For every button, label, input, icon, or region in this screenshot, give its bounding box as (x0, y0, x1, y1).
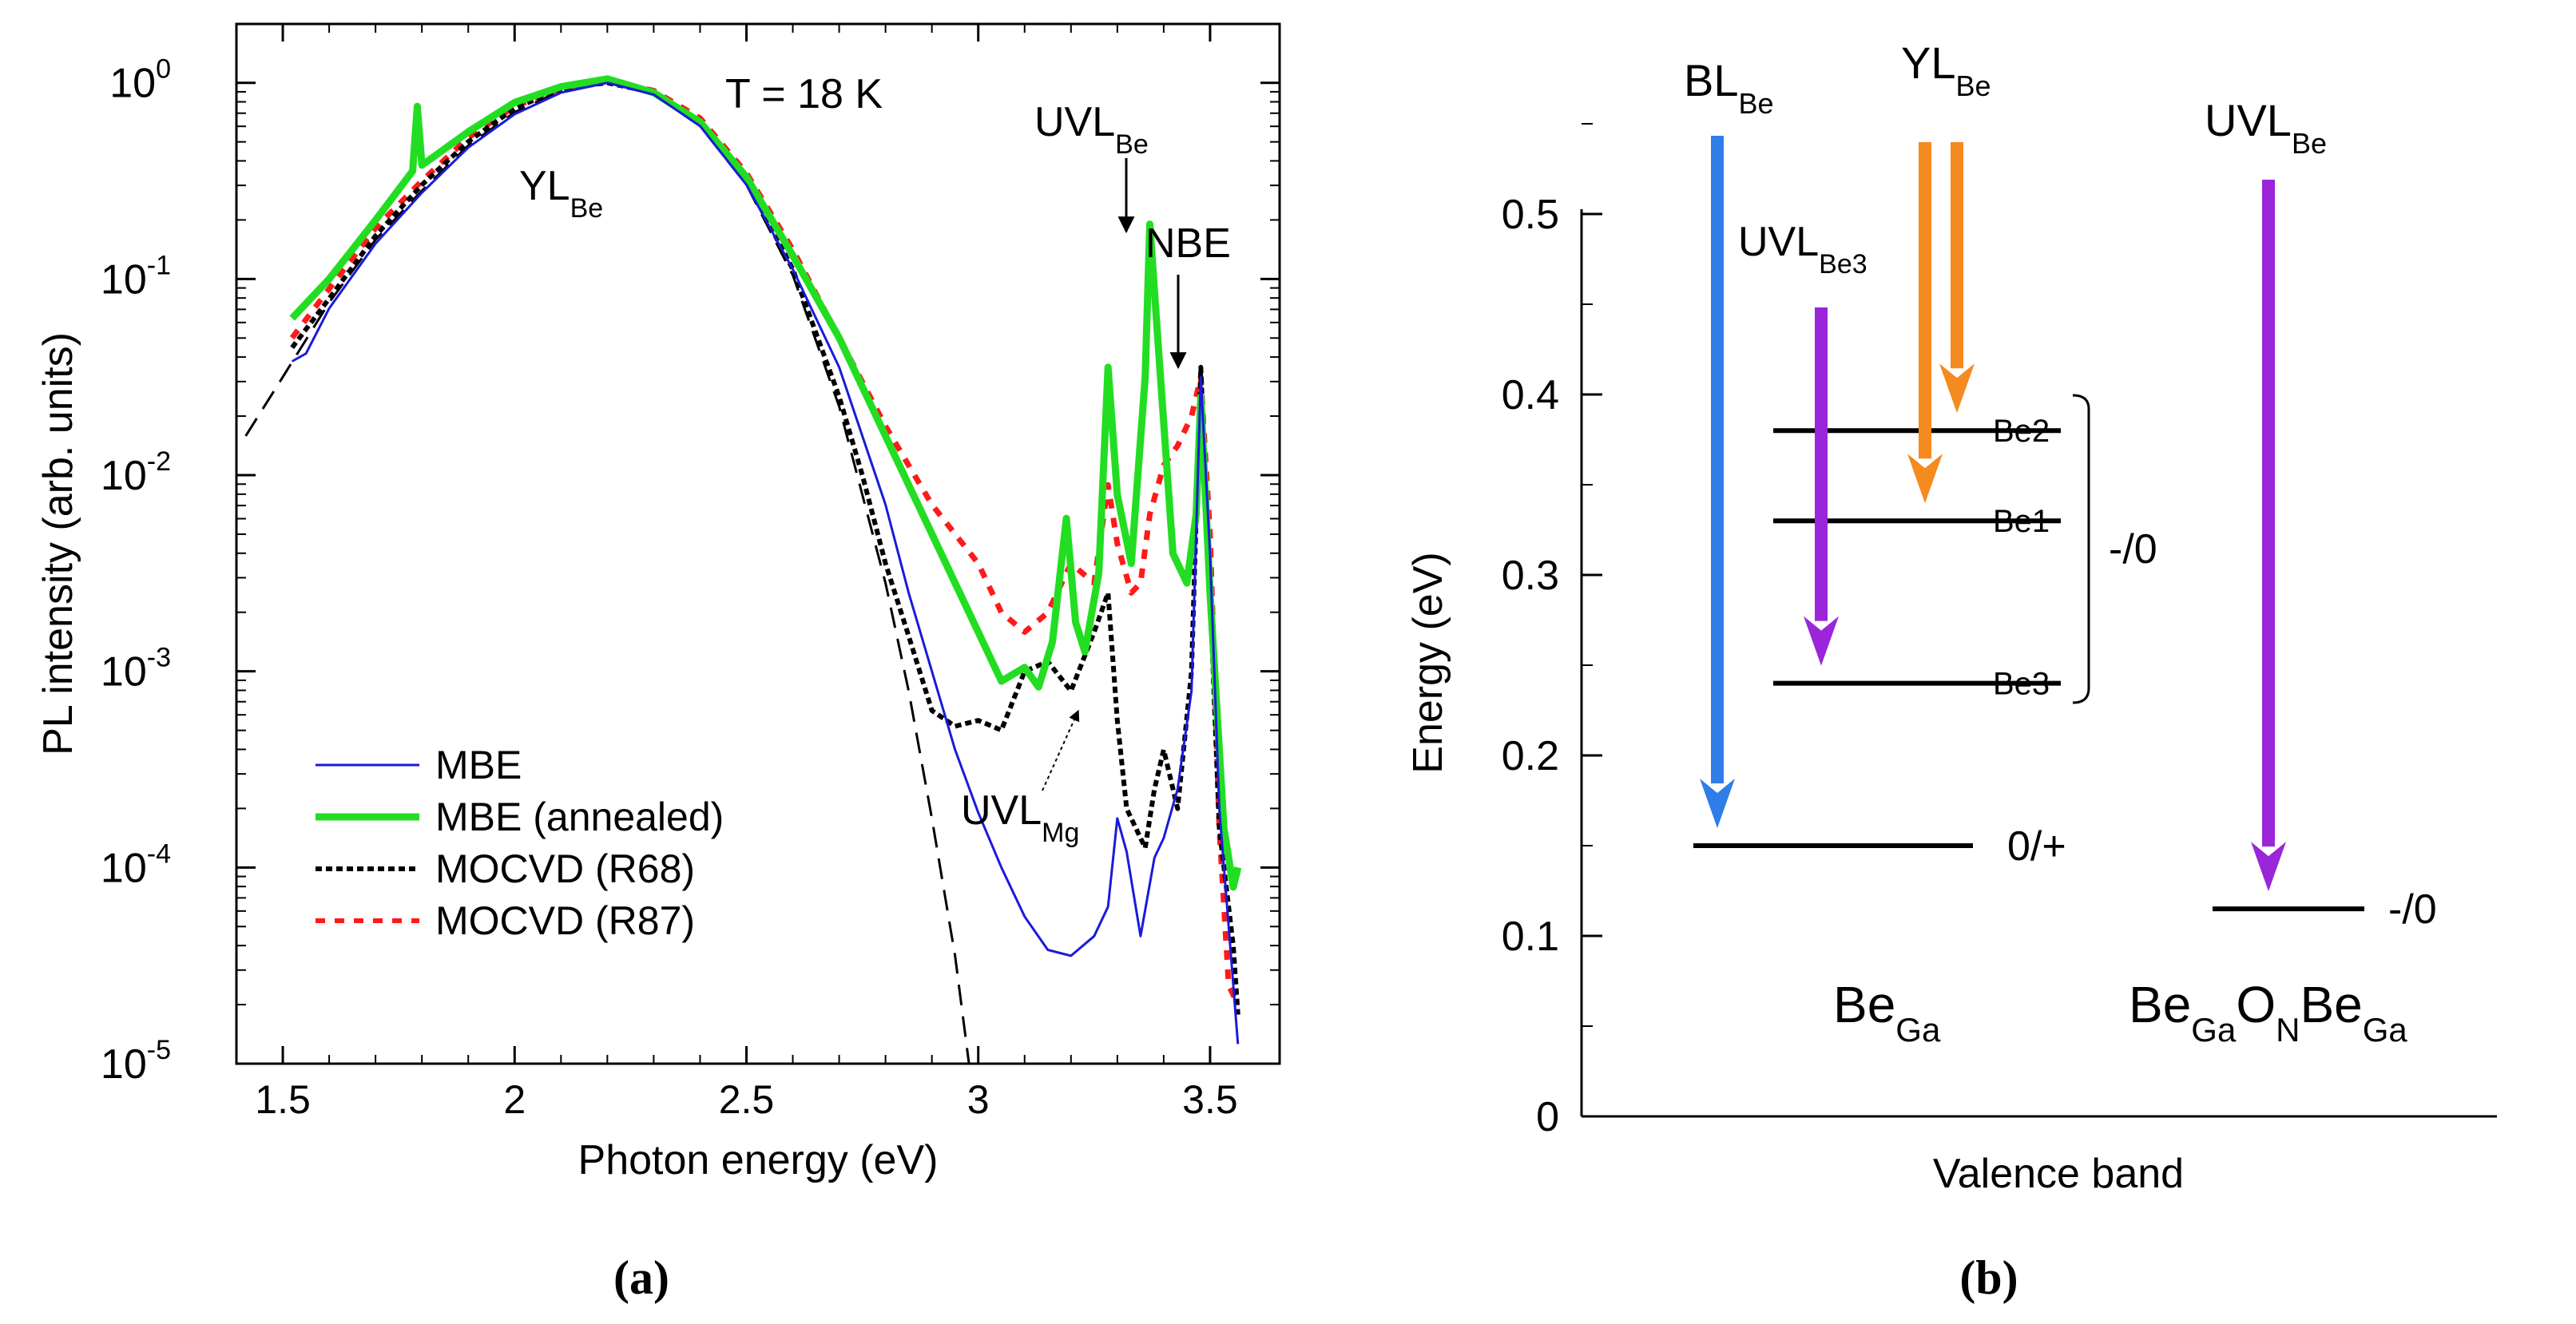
arrowhead-bl-be (1700, 779, 1735, 828)
x-tick-label: 1.5 (255, 1077, 311, 1122)
yl-label: YLBe (519, 163, 603, 224)
y-axis: 100 10-1 10-2 10-3 10-4 10-5 (101, 54, 1280, 1088)
complex-o: O (2236, 976, 2276, 1033)
panel-a: 1.5 2 2.5 3 3.5 100 10-1 10-2 10-3 10-4 10-5 Phot… (35, 22, 1281, 1304)
y-tick-label: 100 (109, 54, 171, 107)
yl-sub: Be (570, 193, 604, 224)
legend-label-annealed: MBE (annealed) (435, 795, 724, 839)
complex-n: N (2276, 1011, 2300, 1048)
x-axis-label: Photon energy (eV) (578, 1137, 939, 1183)
yl-main: YL (519, 163, 570, 209)
y-tick-label: 10-1 (101, 250, 171, 303)
x-tick-label: 2 (503, 1077, 526, 1122)
uvl-mg-label: UVLMg (961, 787, 1079, 848)
uvl3-sub: Be3 (1819, 249, 1868, 279)
y-tick-label: 10-5 (101, 1035, 171, 1088)
yl-be-label-b: YLBe (1901, 38, 1991, 102)
level-label: Be2 (1993, 414, 2050, 449)
legend-label-r68: MOCVD (R68) (435, 846, 695, 891)
uvl-be-label: UVLBe (1034, 99, 1149, 160)
complex-ga2: Ga (2363, 1011, 2408, 1048)
uvl-be-label-b: UVLBe (2205, 95, 2327, 160)
bega-main: Be (1833, 976, 1895, 1033)
series-mbe (291, 81, 1240, 1045)
bl-be-label: BLBe (1684, 55, 1774, 120)
energy-tick-label: 0.1 (1502, 914, 1559, 960)
x-tick-label: 3.5 (1182, 1077, 1238, 1122)
series-mbe-annealed (289, 75, 1242, 891)
complex-ga1: Ga (2191, 1011, 2237, 1048)
level-label: Be1 (1993, 504, 2050, 539)
y-tick-label: 10-3 (101, 643, 171, 696)
complex-be1: Be (2129, 976, 2191, 1033)
uvl-mg-main: UVL (961, 787, 1042, 834)
x-tick-label: 2.5 (719, 1077, 775, 1122)
bracket-label: -/0 (2109, 526, 2157, 573)
transitions (1700, 136, 2286, 892)
complex-label: BeGaONBeGa (2129, 976, 2407, 1048)
legend-label-r87: MOCVD (R87) (435, 898, 695, 943)
be-ga-label: BeGa (1833, 976, 1941, 1048)
energy-tick-label: 0 (1536, 1094, 1559, 1140)
level-label: Be3 (1993, 667, 2050, 702)
energy-levels: Be2 Be1 Be3 0/+ -/0 (1693, 414, 2437, 933)
uvl3-main: UVL (1738, 219, 1819, 265)
yl-b-sub: Be (1956, 69, 1991, 102)
legend-label-mbe: MBE (435, 743, 522, 787)
plot-frame (235, 22, 1281, 1065)
energy-tick-label: 0.4 (1502, 372, 1559, 418)
arrowhead-uvl-be3 (1804, 616, 1839, 666)
complex-be2: Be (2300, 976, 2362, 1033)
uvl-be-sub: Be (1115, 129, 1149, 160)
uvl-mg-sub: Mg (1042, 818, 1079, 848)
bl-main: BL (1684, 55, 1739, 105)
arrowhead-yl-be-a (1907, 454, 1943, 504)
uvl-b-sub: Be (2292, 127, 2327, 160)
panel-b: 0 0.1 0.2 0.3 0.4 0.5 Energy (eV) Valence ban… (1405, 38, 2497, 1304)
caption-a: (a) (613, 1251, 669, 1304)
arrowhead-yl-be-b (1939, 363, 1975, 414)
yl-b-main: YL (1901, 38, 1956, 88)
uvl-mg-arrow (1042, 709, 1080, 791)
level-label: 0/+ (2007, 823, 2066, 870)
uvl-be3-label: UVLBe3 (1738, 219, 1868, 279)
level-label: -/0 (2388, 886, 2437, 933)
bracket (2072, 394, 2090, 704)
energy-axis-label: Energy (eV) (1405, 552, 1451, 773)
caption-b: (b) (1959, 1251, 2018, 1304)
energy-tick-label: 0.2 (1502, 733, 1559, 779)
legend: MBE MBE (annealed) MOCVD (R68) MOCVD (R8… (316, 743, 724, 943)
valence-band-label: Valence band (1933, 1151, 2184, 1197)
bl-sub: Be (1739, 87, 1774, 120)
nbe-label: NBE (1145, 220, 1231, 267)
uvl-b-main: UVL (2205, 95, 2292, 145)
y-tick-label: 10-4 (101, 838, 171, 891)
x-axis: 1.5 2 2.5 3 3.5 (255, 24, 1238, 1122)
y-axis-label: PL intensity (arb. units) (35, 332, 81, 755)
y-tick-label: 10-2 (101, 446, 171, 499)
energy-tick-label: 0.5 (1502, 192, 1559, 238)
energy-axis: 0 0.1 0.2 0.3 0.4 0.5 (1502, 123, 1602, 1140)
energy-tick-label: 0.3 (1502, 553, 1559, 599)
bega-sub: Ga (1895, 1011, 1941, 1048)
temperature-label: T = 18 K (725, 71, 883, 117)
x-tick-label: 3 (967, 1077, 990, 1122)
arrowhead-uvl-be (2251, 842, 2286, 892)
series-group (244, 75, 1242, 1064)
uvl-be-main: UVL (1034, 99, 1115, 145)
